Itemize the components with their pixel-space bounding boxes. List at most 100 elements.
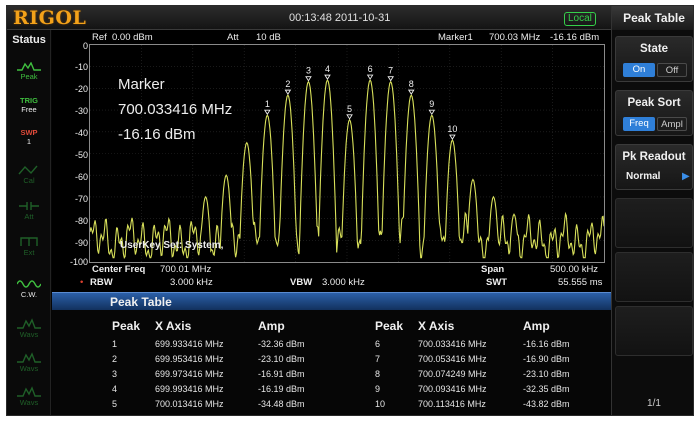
peak-number: 6	[375, 339, 381, 349]
status-wave-2: Wavs	[10, 352, 48, 373]
status-swp: SWP 1	[10, 128, 48, 146]
empty-softkey-5[interactable]	[615, 252, 693, 302]
y-tick: -40	[74, 128, 88, 138]
peak-label: 6	[368, 64, 373, 74]
peak-marker	[428, 109, 436, 116]
y-tick: -10	[74, 62, 88, 72]
analyzer-screen: RIGOL 00:13:48 2011-10-31 Local Status P…	[6, 5, 694, 416]
col-header-amp-2: Amp	[523, 319, 550, 333]
peak-amp: -32.35 dBm	[523, 384, 570, 394]
peak-number: 8	[375, 369, 381, 379]
peak-number: 3	[112, 369, 118, 379]
marker-label: Marker1	[438, 32, 473, 43]
top-bar: RIGOL 00:13:48 2011-10-31 Local	[7, 6, 611, 30]
status-swp-label: SWP	[20, 128, 38, 137]
status-swp-value: 1	[26, 137, 32, 146]
state-label: State	[639, 43, 669, 55]
peak-label: 4	[325, 64, 330, 74]
y-tick: -70	[74, 194, 88, 204]
wave-icon	[17, 386, 41, 397]
peak-amp: -43.82 dBm	[523, 399, 570, 409]
att-icon	[19, 202, 39, 210]
peak-marker	[387, 76, 395, 82]
peak-amp: -34.48 dBm	[258, 399, 305, 409]
wave-icon	[17, 352, 41, 363]
peak-label: 7	[388, 66, 393, 76]
y-tick: -20	[74, 84, 88, 94]
status-wave-3: Wavs	[10, 386, 48, 407]
peak-sort-softkey[interactable]: Peak Sort Freq Ampl	[615, 90, 693, 136]
status-cw-label: C.W.	[20, 290, 38, 299]
peak-label: 3	[306, 66, 311, 76]
swt-label: SWT	[486, 277, 508, 288]
peak-label: 10	[447, 124, 457, 134]
peak-amp: -16.90 dBm	[523, 354, 570, 364]
peak-marker	[449, 134, 456, 140]
pk-readout-softkey[interactable]: Pk Readout Normal ▶	[615, 144, 693, 190]
state-softkey[interactable]: State On Off	[615, 36, 693, 82]
peak-label: 8	[409, 79, 414, 89]
softkey-menu: Peak Table State On Off Peak Sort Freq A…	[611, 6, 693, 415]
cal-icon	[18, 165, 38, 175]
status-trig-label: TRIG	[20, 96, 38, 105]
peak-number: 10	[375, 399, 386, 409]
date-time: 00:13:48 2011-10-31	[289, 12, 391, 24]
marker-readout-amp: -16.16 dBm	[118, 126, 196, 143]
graticule: 1 2 3 4 5 6 7 8 9 10	[89, 44, 605, 263]
marker-readout-freq: 700.033416 MHz	[118, 101, 233, 118]
status-att-label: Att	[24, 212, 34, 221]
ext-icon	[20, 237, 38, 246]
status-cal: Cal	[10, 164, 48, 185]
peak-marker	[346, 114, 353, 120]
peak-marker	[284, 89, 292, 95]
status-att: Att	[10, 200, 48, 221]
peak-x-axis: 699.953416 MHz	[155, 354, 224, 364]
rbw-label: RBW	[90, 277, 113, 288]
peak-x-axis: 700.013416 MHz	[155, 399, 224, 409]
brand-logo: RIGOL	[13, 7, 87, 29]
peak-marker	[407, 89, 415, 95]
state-off-toggle[interactable]: Off	[657, 63, 687, 77]
peak-marker	[305, 76, 312, 82]
status-peak: Peak	[10, 62, 48, 81]
peak-marker	[324, 74, 331, 80]
peak-table-tab[interactable]: Peak Table	[52, 292, 611, 310]
sort-ampl-toggle[interactable]: Ampl	[657, 117, 687, 131]
peak-label: 2	[285, 79, 290, 89]
peak-number: 2	[112, 354, 118, 364]
status-ext: Ext	[10, 236, 48, 257]
sort-freq-toggle[interactable]: Freq	[623, 117, 655, 131]
peak-label: 1	[265, 99, 270, 109]
status-wave-1: Wavs	[10, 318, 48, 339]
empty-softkey-6[interactable]	[615, 306, 693, 356]
vbw-label: VBW	[290, 277, 313, 288]
spectrum-trace: 1 2 3 4 5 6 7 8 9 10	[89, 45, 605, 262]
status-wave-3-label: Wavs	[19, 398, 39, 407]
ref-value: 0.00 dBm	[112, 32, 153, 43]
ref-label: Ref	[92, 32, 107, 43]
y-tick: -50	[74, 150, 88, 160]
peak-x-axis: 700.053416 MHz	[418, 354, 487, 364]
wave-icon	[17, 318, 41, 329]
marker-freq: 700.03 MHz	[489, 32, 541, 43]
peak-label: 9	[429, 99, 434, 109]
peak-sort-label: Peak Sort	[627, 97, 681, 109]
span-label: Span	[481, 264, 505, 275]
empty-softkey-4[interactable]	[615, 198, 693, 248]
spectrum-header: Ref 0.00 dBm Att 10 dB Marker1 700.03 MH…	[52, 30, 611, 44]
vbw-value: 3.000 kHz	[322, 277, 365, 288]
menu-title: Peak Table	[612, 6, 693, 30]
col-header-peak: Peak	[112, 319, 141, 333]
spectrum-display[interactable]: Ref 0.00 dBm Att 10 dB Marker1 700.03 MH…	[52, 30, 611, 292]
status-trig: TRIG Free	[10, 96, 48, 114]
col-header-x-axis-2: X Axis	[418, 319, 455, 333]
marker-readout: Marker 700.033416 MHz -16.16 dBm	[118, 72, 232, 147]
peak-x-axis: 700.093416 MHz	[418, 384, 487, 394]
pk-readout-label: Pk Readout	[622, 151, 686, 163]
state-on-toggle[interactable]: On	[623, 63, 655, 77]
status-wave-1-label: Wavs	[19, 330, 39, 339]
local-badge: Local	[564, 12, 596, 26]
status-title: Status	[12, 34, 46, 46]
att-label: Att	[227, 32, 239, 43]
center-freq-value: 700.01 MHz	[160, 264, 212, 275]
